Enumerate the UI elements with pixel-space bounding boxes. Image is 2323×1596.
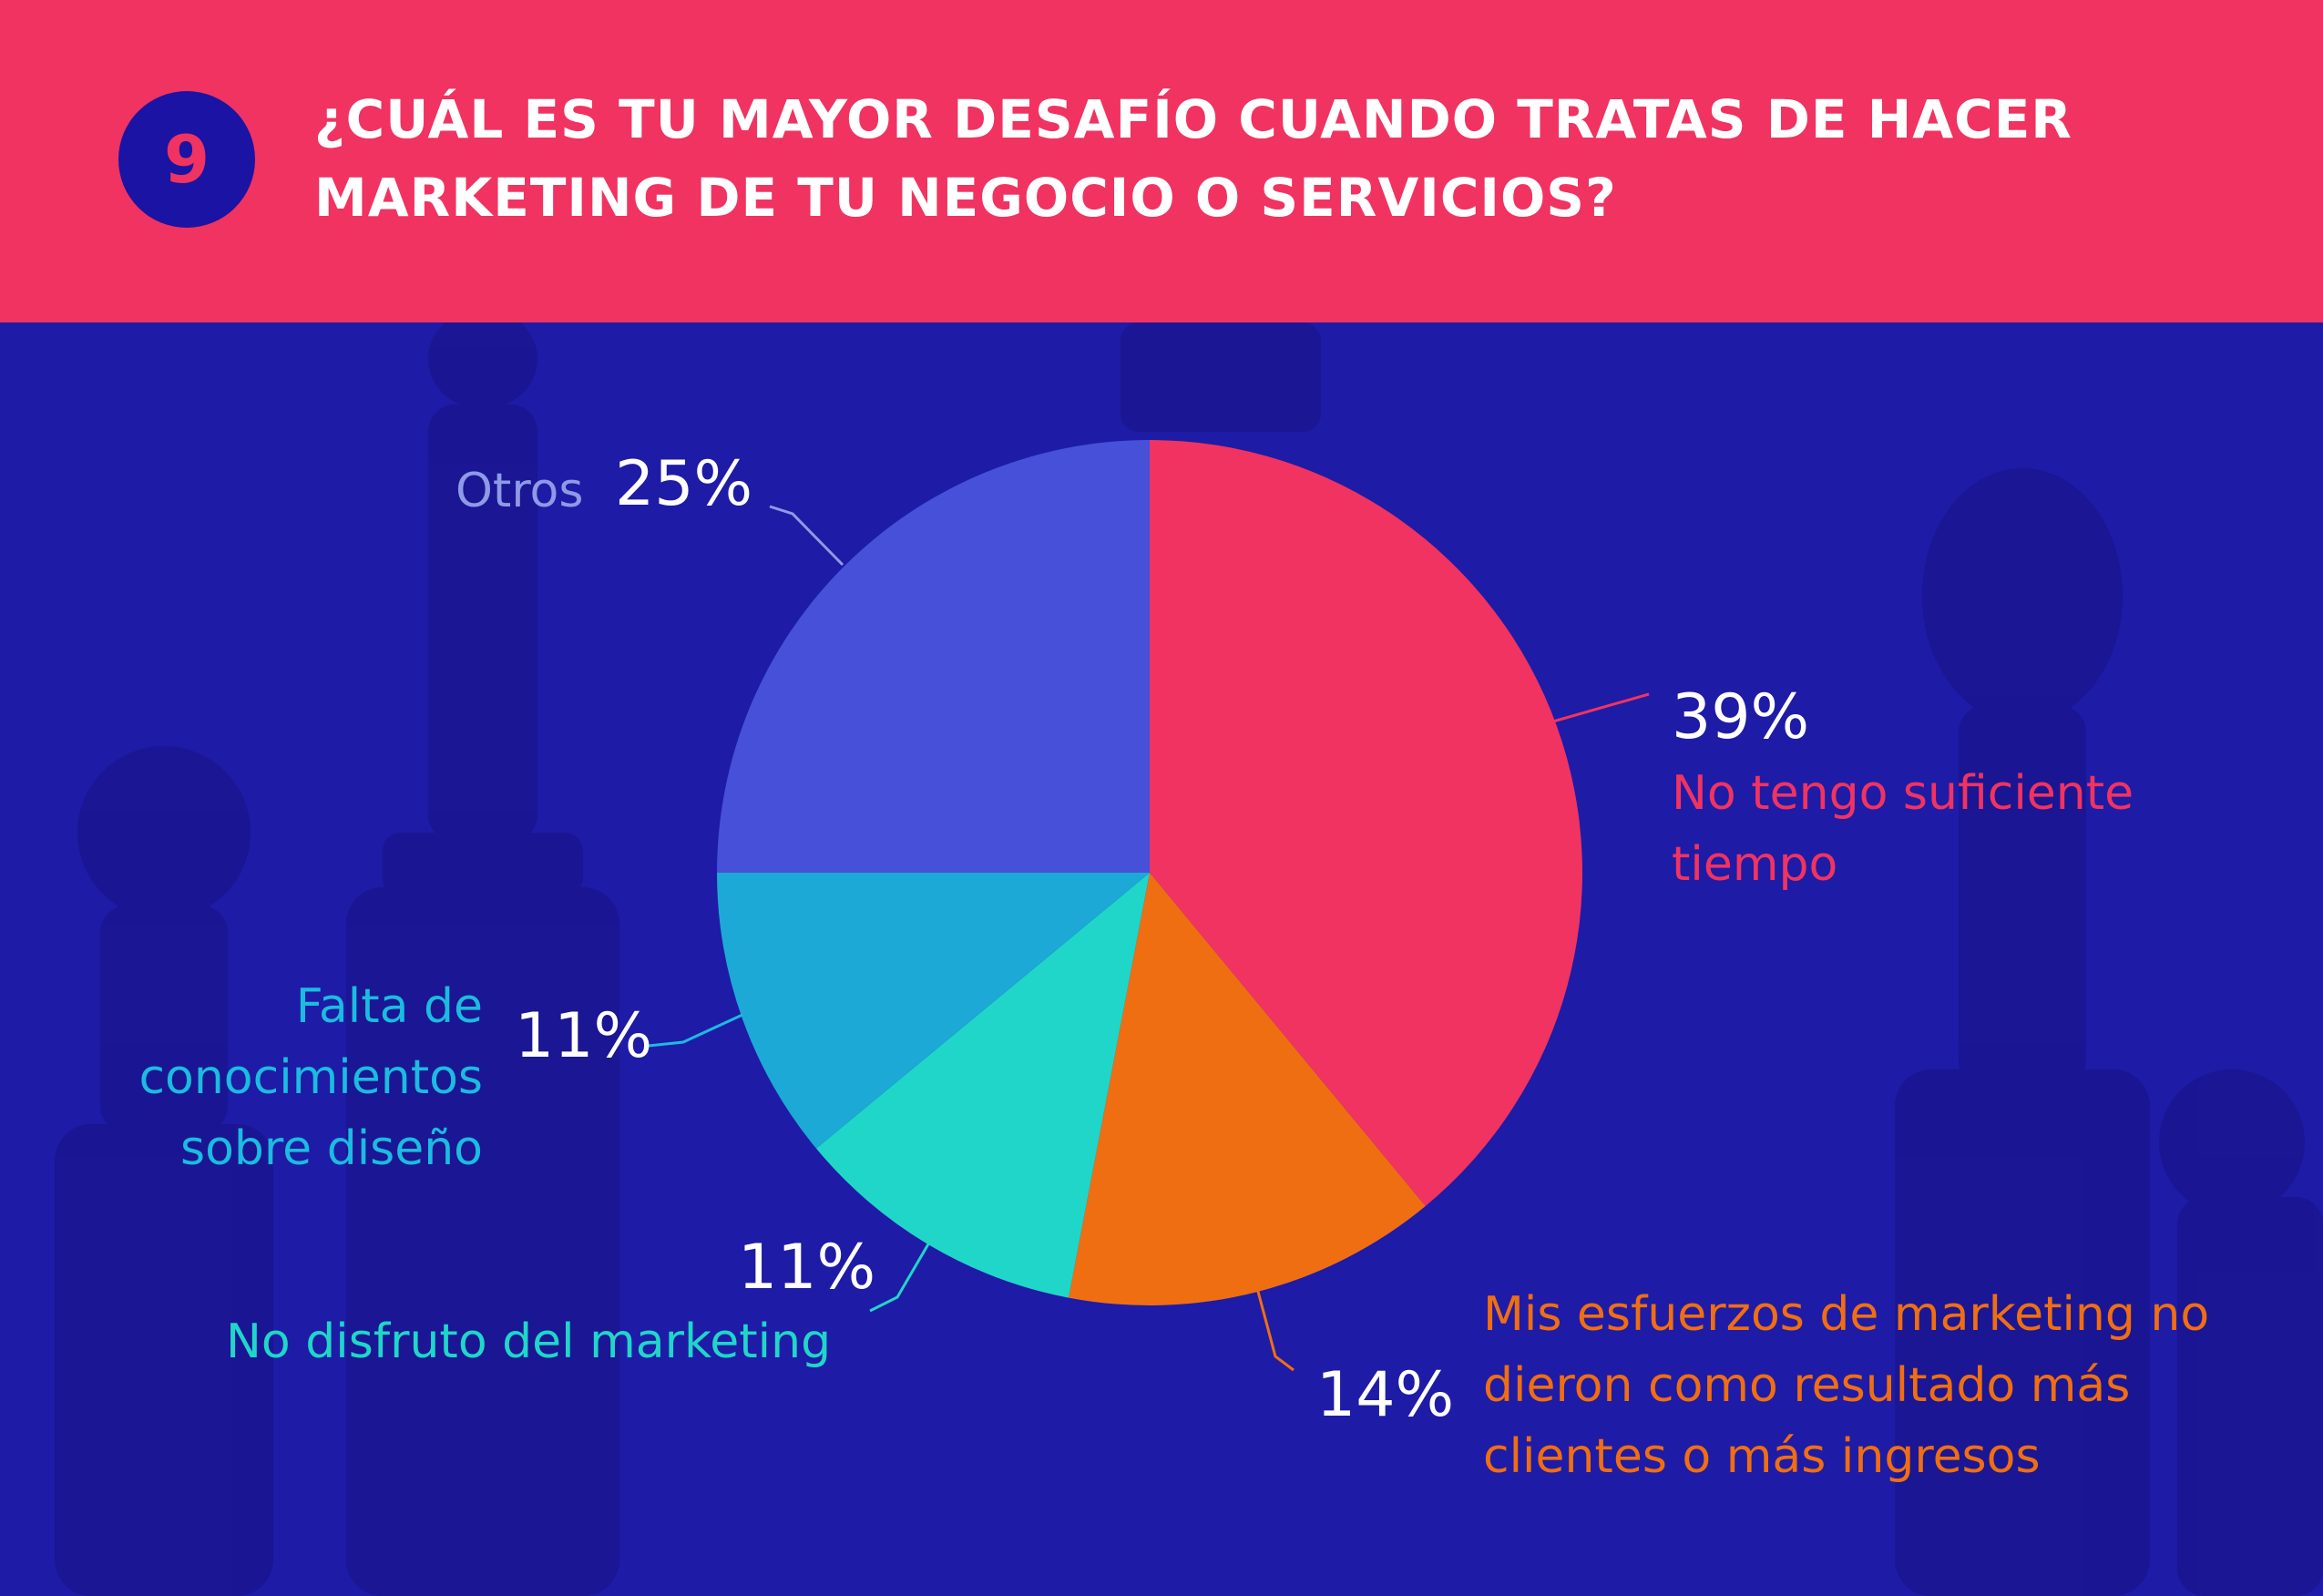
pie-slice-2 [816,873,1150,1298]
label-tiempo-line-2: tiempo [1672,837,1838,892]
header-banner: 9 ¿CUÁL ES TU MAYOR DESAFÍO CUANDO TRATA… [0,0,2323,322]
leader-line-2 [869,1242,931,1313]
label-otros-percent: 25% [615,448,753,520]
question-title-line-1: ¿CUÁL ES TU MAYOR DESAFÍO CUANDO TRATAS … [314,88,2072,150]
question-title-line-2: MARKETING DE TU NEGOCIO O SERVICIOS? [314,167,1617,229]
label-falta-line-1: Falta de [295,979,483,1034]
question-title: ¿CUÁL ES TU MAYOR DESAFÍO CUANDO TRATAS … [314,80,2227,237]
label-otros-line-1: Otros [455,464,584,518]
label-disfruto-line-1: No disfruto del marketing [226,1315,832,1369]
label-falta-line-2: conocimientos [138,1050,483,1105]
pie-slice-3 [717,873,1150,1149]
label-falta-line-3: sobre diseño [180,1121,483,1176]
label-esfuerzos-percent: 14% [1316,1359,1455,1431]
label-tiempo-text: No tengo suficiente tiempo [1672,758,2134,900]
question-number: 9 [163,121,210,198]
leader-line-0 [1552,692,1650,723]
pie-slice-0 [1150,440,1582,1206]
label-tiempo-percent: 39% [1672,681,1810,753]
label-disfruto-percent: 11% [738,1232,876,1304]
leader-line-1 [1255,1287,1295,1372]
label-esfuerzos-line-2: dieron como resultado más [1483,1358,2131,1413]
question-number-badge: 9 [118,91,255,228]
chart-area: 39% No tengo suficiente tiempo 14% Mis e… [0,322,2323,1596]
label-esfuerzos-line-1: Mis esfuerzos de marketing no [1483,1287,2210,1342]
label-tiempo-line-1: No tengo suficiente [1672,766,2134,821]
chess-background-image [55,322,2323,1596]
label-otros-text: Otros [455,455,583,527]
leader-line-4 [769,505,844,567]
label-falta-text: Falta de conocimientos sobre diseño [100,971,483,1184]
leader-line-3 [648,1013,743,1048]
label-esfuerzos-text: Mis esfuerzos de marketing no dieron com… [1483,1279,2209,1492]
label-falta-percent: 11% [515,1000,653,1072]
label-disfruto-text: No disfruto del marketing [226,1306,831,1377]
pie-slice-1 [1068,873,1426,1305]
label-esfuerzos-line-3: clientes o más ingresos [1483,1429,2041,1484]
pie-chart [648,440,1650,1372]
pie-slice-4 [717,440,1150,873]
